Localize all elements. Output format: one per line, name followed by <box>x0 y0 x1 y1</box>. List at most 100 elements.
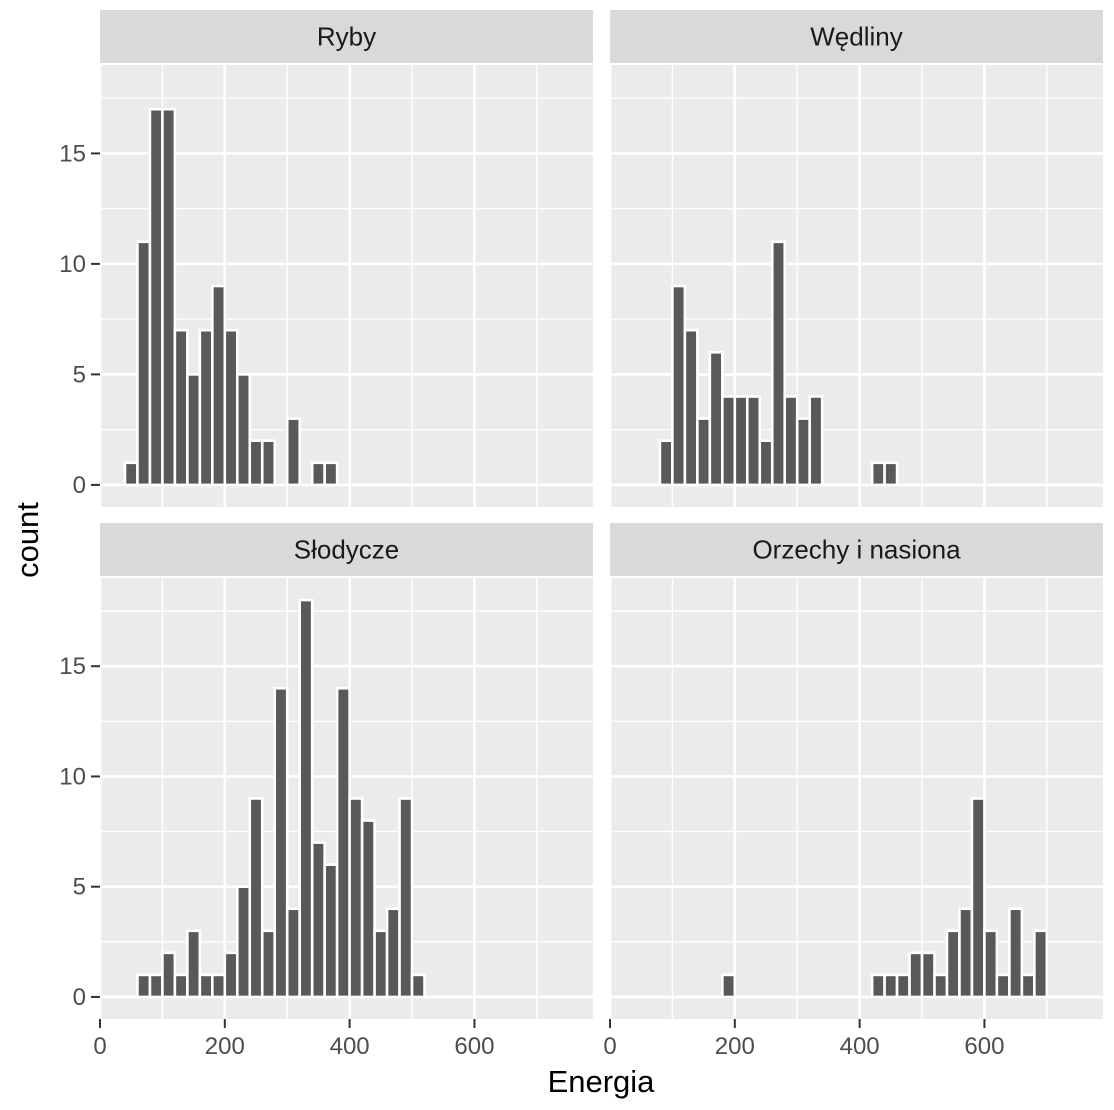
y-tick-label: 10 <box>59 251 86 278</box>
facet-strip-label: Słodycze <box>294 535 400 565</box>
histogram-bar <box>235 373 252 487</box>
histogram-bar <box>248 797 264 999</box>
histogram-bar <box>298 598 314 999</box>
x-tick-label: 0 <box>603 1033 616 1060</box>
histogram-bar <box>136 973 152 999</box>
histogram-bar <box>733 395 749 487</box>
facet-strip <box>100 10 593 63</box>
histogram-bar <box>373 929 389 999</box>
histogram-bar <box>970 797 986 999</box>
histogram-bar <box>211 284 227 487</box>
y-tick-label: 15 <box>59 653 86 680</box>
facet-panel: Wędliny <box>608 10 1103 507</box>
y-tick-label: 5 <box>73 361 86 388</box>
facet-strip-label: Wędliny <box>810 22 902 52</box>
histogram-bar <box>348 797 364 999</box>
y-tick-label: 0 <box>73 984 86 1011</box>
facet-strip-label: Ryby <box>317 22 376 52</box>
facet-strip-label: Orzechy i nasiona <box>752 535 961 565</box>
histogram-bar <box>360 819 376 999</box>
histogram-bar <box>223 328 239 487</box>
histogram-bar <box>958 907 974 999</box>
histogram-bar <box>721 973 737 999</box>
histogram-bar <box>1033 929 1049 999</box>
facet-strip <box>610 523 1103 576</box>
facet-panel: Ryby 0 5 10 15 <box>59 10 593 507</box>
histogram-bar <box>148 973 164 999</box>
histogram-bar <box>410 973 426 999</box>
histogram-bar <box>260 929 277 999</box>
x-tick-label: 0 <box>93 1033 106 1060</box>
histogram-bar <box>933 973 949 999</box>
histogram-bar <box>198 973 214 999</box>
histogram-bar <box>745 395 762 487</box>
x-tick-label: 200 <box>205 1033 245 1060</box>
facet-panel: Orzechy i nasiona 0 200 400 600 <box>603 523 1103 1060</box>
histogram-bar <box>211 973 227 999</box>
histogram-bar <box>721 395 737 487</box>
histogram-bar <box>136 240 152 487</box>
histogram-bar <box>385 907 401 999</box>
histogram-bar <box>945 929 961 999</box>
histogram-bar <box>1008 907 1024 999</box>
histogram-bar <box>335 686 351 999</box>
histogram-bar <box>808 395 824 487</box>
facet-panels: Ryby 0 5 10 15 Wędliny Słodycze 0 5 10 15 0 200 400 60… <box>59 10 1103 1060</box>
histogram-bar <box>223 951 239 999</box>
x-tick-label: 200 <box>715 1033 755 1060</box>
histogram-bar <box>908 951 924 999</box>
histogram-bar <box>186 929 202 999</box>
facet-strip <box>100 523 593 576</box>
histogram-bar <box>658 439 674 487</box>
histogram-bar <box>398 797 414 999</box>
histogram-bar <box>983 929 999 999</box>
histogram-bar <box>186 373 202 487</box>
histogram-bar <box>285 907 301 999</box>
histogram-bar <box>671 284 687 487</box>
histogram-bar <box>708 350 724 487</box>
histogram-bar <box>783 395 799 487</box>
histogram-bar <box>770 240 787 487</box>
histogram-bar <box>248 439 264 487</box>
histogram-bar <box>173 973 189 999</box>
histogram-bar <box>273 686 289 999</box>
y-tick-label: 0 <box>73 472 86 499</box>
histogram-bar <box>323 863 339 999</box>
x-tick-label: 600 <box>964 1033 1004 1060</box>
histogram-bar <box>235 885 252 999</box>
histogram-bar <box>683 328 699 487</box>
histogram-bar <box>285 417 301 487</box>
y-tick-label: 5 <box>73 874 86 901</box>
x-tick-label: 400 <box>330 1033 370 1060</box>
histogram-bar <box>696 417 712 487</box>
y-tick-label: 10 <box>59 763 86 790</box>
histogram-bar <box>1020 973 1036 999</box>
histogram-bar <box>895 973 911 999</box>
histogram-bar <box>995 973 1011 999</box>
x-tick-label: 400 <box>840 1033 880 1060</box>
histogram-bar <box>148 107 164 487</box>
panel-background <box>610 578 1103 1019</box>
histogram-bar <box>883 461 899 487</box>
histogram-bar <box>883 973 899 999</box>
facet-panel: Słodycze 0 5 10 15 0 200 400 600 <box>59 523 593 1060</box>
x-axis-title: Energia <box>548 1064 656 1099</box>
histogram-bar <box>870 973 886 999</box>
histogram-bar <box>260 439 277 487</box>
y-axis-title: count <box>10 502 45 578</box>
histogram-bar <box>310 461 326 487</box>
y-tick-label: 15 <box>59 140 86 167</box>
histogram-bar <box>323 461 339 487</box>
histogram-bar <box>161 107 177 487</box>
histogram-bar <box>920 951 936 999</box>
histogram-bar <box>161 951 177 999</box>
histogram-bar <box>173 328 189 487</box>
histogram-bar <box>795 417 811 487</box>
histogram-bar <box>198 328 214 487</box>
histogram-bar <box>123 461 139 487</box>
histogram-bar <box>870 461 886 487</box>
x-tick-label: 600 <box>454 1033 494 1060</box>
histogram-bar <box>310 841 326 999</box>
histogram-bar <box>758 439 774 487</box>
